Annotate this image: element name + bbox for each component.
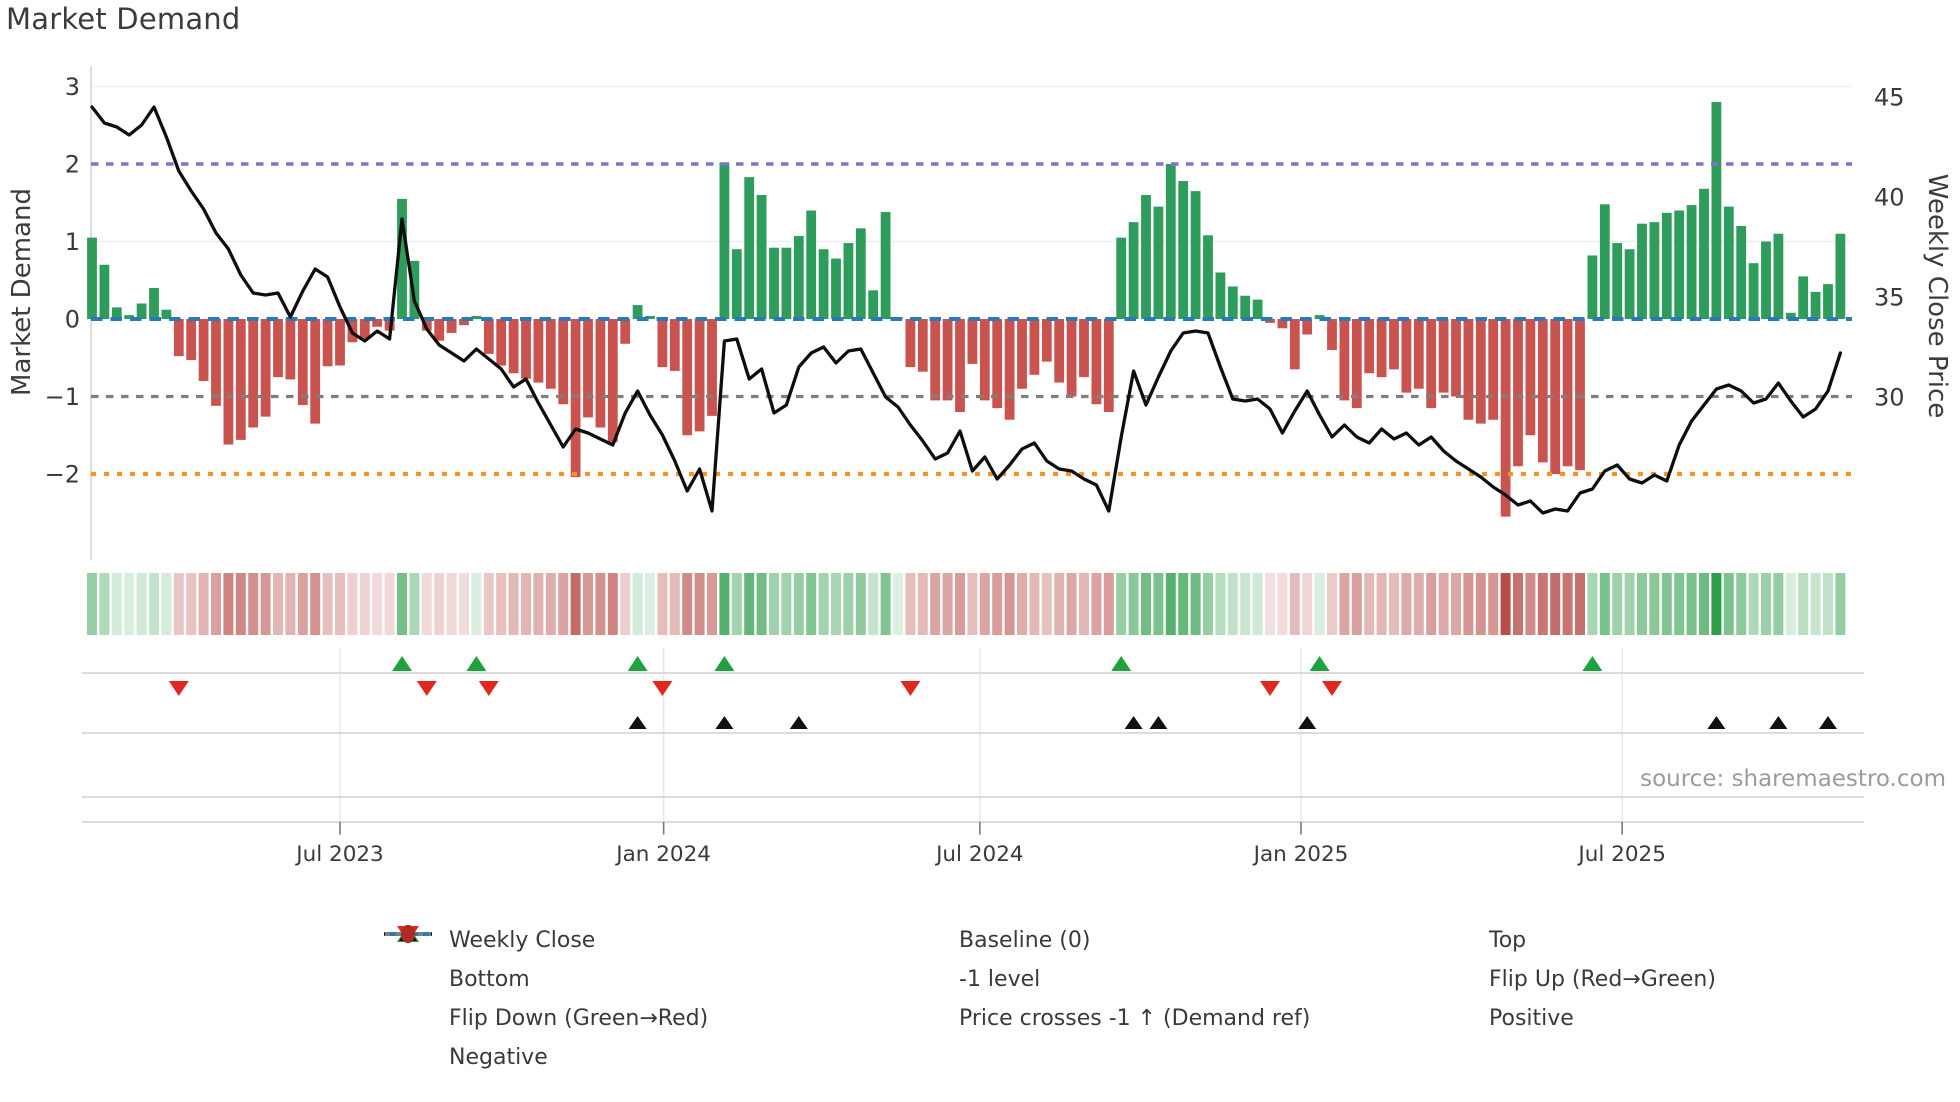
legend-item-label: Flip Down (Green→Red) <box>449 1006 709 1031</box>
legend-item-label: Baseline (0) <box>959 928 1091 953</box>
svg-text:−1: −1 <box>45 383 80 411</box>
legend-item-minus1-level: -1 level <box>385 932 1422 999</box>
legend-row: Flip Down (Green→Red) Price crosses -1 ↑… <box>382 925 1852 1038</box>
legend-item-top: Top <box>385 921 1842 960</box>
svg-text:45: 45 <box>1874 84 1905 112</box>
legend-row: Negative <box>382 925 1852 1077</box>
legend-row: Weekly Close Baseline (0) Top <box>382 921 1852 960</box>
svg-text:2: 2 <box>65 151 80 179</box>
chart-legend: Weekly Close Baseline (0) Top Bottom -1 … <box>382 921 1852 1077</box>
legend-item-label: Negative <box>449 1045 548 1070</box>
legend-item-negative: Negative <box>382 925 892 1077</box>
positive-circle-icon <box>401 925 1474 1032</box>
minus1-dotted-line-icon <box>385 932 944 993</box>
legend-item-label: Positive <box>1489 1006 1574 1031</box>
svg-text:Jan 2024: Jan 2024 <box>614 842 711 867</box>
legend-item-weekly-close: Weekly Close <box>382 921 892 960</box>
legend-item-flip-up: Flip Up (Red→Green) <box>397 925 1842 999</box>
svg-text:Jan 2025: Jan 2025 <box>1252 842 1349 867</box>
svg-text:30: 30 <box>1874 384 1905 412</box>
svg-text:Jul 2023: Jul 2023 <box>294 842 384 867</box>
flip-down-triangle-icon <box>382 926 434 1032</box>
legend-item-label: Flip Up (Red→Green) <box>1489 967 1716 992</box>
svg-text:Jul 2024: Jul 2024 <box>934 842 1024 867</box>
legend-item-flip-down: Flip Down (Green→Red) <box>382 926 892 1038</box>
source-text: source: sharemaestro.com <box>1640 766 1946 792</box>
page-title: Market Demand <box>6 2 241 36</box>
legend-item-label: Top <box>1489 928 1527 953</box>
legend-item-baseline: Baseline (0) <box>385 921 1422 960</box>
svg-text:1: 1 <box>65 228 80 256</box>
legend-item-label: -1 level <box>959 967 1041 992</box>
legend-item-label: Price crosses -1 ↑ (Demand ref) <box>959 1006 1311 1031</box>
svg-text:−2: −2 <box>45 461 80 489</box>
bottom-dotted-line-icon <box>382 932 434 993</box>
baseline-dash-icon <box>385 928 944 954</box>
negative-circle-icon <box>382 925 434 1071</box>
legend-row: Bottom -1 level Flip Up (Red→Green) <box>382 925 1852 999</box>
legend-item-label: Bottom <box>449 967 530 992</box>
top-dotted-line-icon <box>385 928 1474 954</box>
price-cross-triangle-icon <box>399 927 944 1032</box>
legend-item-label: Weekly Close <box>449 928 596 953</box>
svg-text:35: 35 <box>1874 284 1905 312</box>
flip-up-triangle-icon <box>397 925 1474 993</box>
svg-text:0: 0 <box>65 306 80 334</box>
legend-item-bottom: Bottom <box>382 932 892 999</box>
legend-item-price-cross: Price crosses -1 ↑ (Demand ref) <box>399 927 1422 1038</box>
svg-text:40: 40 <box>1874 184 1905 212</box>
svg-text:3: 3 <box>65 73 80 101</box>
svg-text:Jul 2025: Jul 2025 <box>1576 842 1666 867</box>
legend-item-positive: Positive <box>401 925 1842 1038</box>
